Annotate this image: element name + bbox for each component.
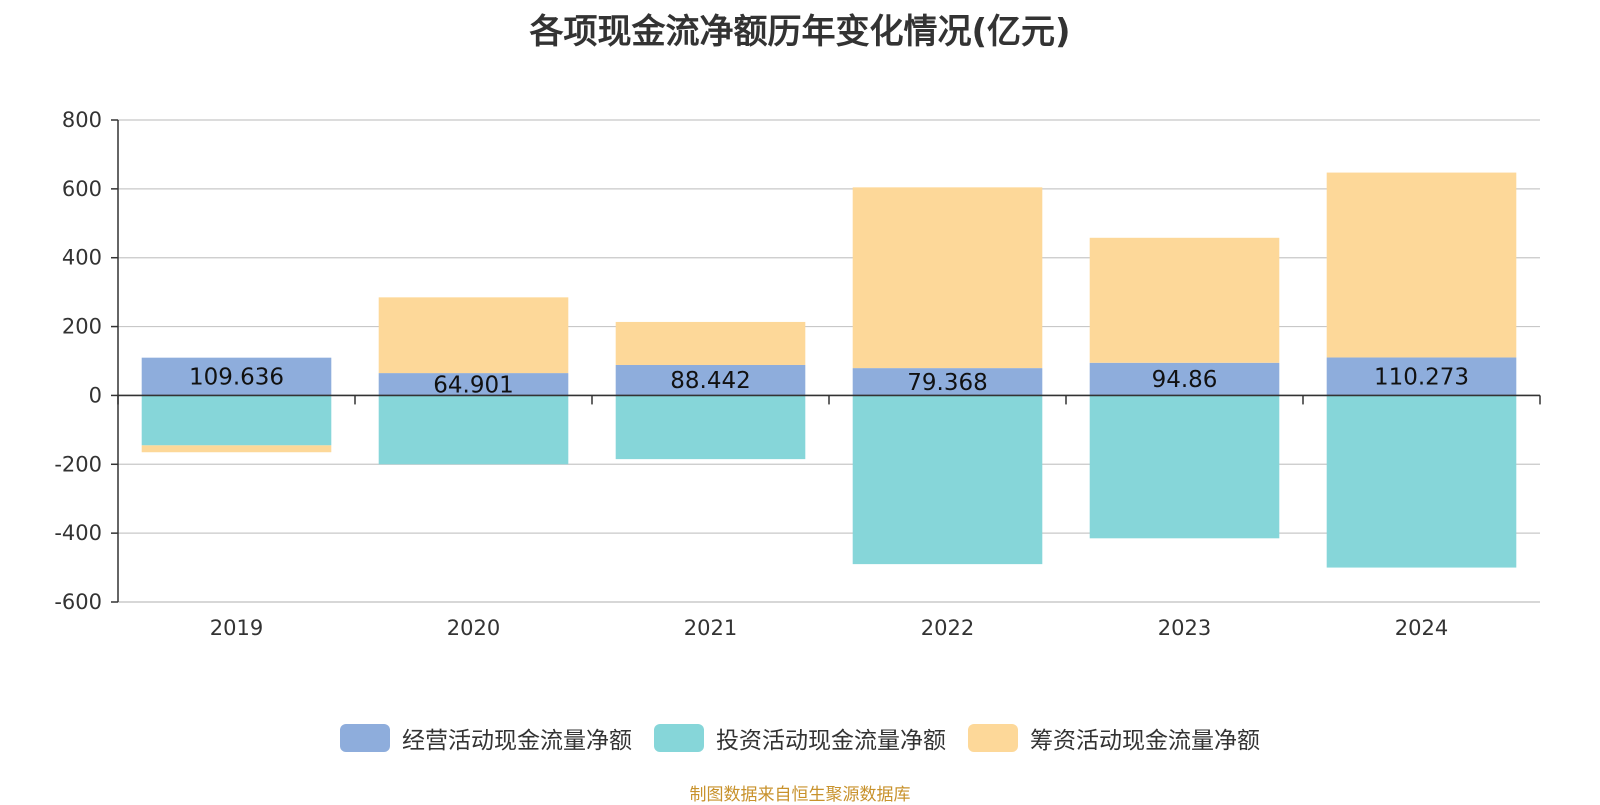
bar-经营活动现金流量净额-2021 bbox=[615, 364, 806, 396]
data-label: 109.636 bbox=[189, 365, 284, 391]
x-tick-label: 2020 bbox=[447, 616, 500, 640]
data-label: 64.901 bbox=[433, 372, 513, 398]
data-label: 94.86 bbox=[1152, 367, 1218, 393]
bar-经营活动现金流量净额-2020 bbox=[378, 373, 569, 396]
legend-swatch-investing bbox=[654, 724, 704, 752]
bar-经营活动现金流量净额-2022 bbox=[852, 368, 1043, 396]
x-tick-label: 2023 bbox=[1158, 616, 1211, 640]
grid-lines bbox=[118, 119, 1540, 603]
legend-item-financing[interactable]: 筹资活动现金流量净额 bbox=[968, 721, 1260, 755]
bar-投资活动现金流量净额-2024 bbox=[1326, 395, 1517, 568]
y-tick-label: -400 bbox=[54, 521, 102, 545]
legend-swatch-operating bbox=[340, 724, 390, 752]
legend-item-investing[interactable]: 投资活动现金流量净额 bbox=[654, 721, 946, 755]
chart-title: 各项现金流净额历年变化情况(亿元) bbox=[529, 12, 1071, 52]
bar-投资活动现金流量净额-2021 bbox=[615, 395, 806, 460]
legend-label-financing: 筹资活动现金流量净额 bbox=[1030, 728, 1260, 754]
bar-投资活动现金流量净额-2022 bbox=[852, 395, 1043, 565]
bar-chart: 800 600 400 200 0 -200 -400 -600 2019 2020 2021 202… bbox=[54, 108, 1541, 640]
y-tick-label: 400 bbox=[62, 246, 102, 270]
data-labels: 109.636 64.901 88.442 79.368 94.86 110.273 bbox=[189, 364, 1469, 398]
data-label: 110.273 bbox=[1374, 364, 1469, 390]
bar-筹资活动现金流量净额-2023 bbox=[1089, 237, 1280, 363]
data-source-note: 制图数据来自恒生聚源数据库 bbox=[689, 785, 911, 805]
bar-筹资活动现金流量净额-2022 bbox=[852, 187, 1043, 369]
bar-投资活动现金流量净额-2023 bbox=[1089, 395, 1280, 539]
legend-swatch-financing bbox=[968, 724, 1018, 752]
y-tick-label: -600 bbox=[54, 590, 102, 614]
bar-筹资活动现金流量净额-2020 bbox=[378, 297, 569, 374]
x-tick-label: 2021 bbox=[684, 616, 737, 640]
bar-投资活动现金流量净额-2020 bbox=[378, 395, 569, 465]
y-tick-label: 0 bbox=[89, 383, 102, 407]
data-label: 79.368 bbox=[907, 370, 987, 396]
x-tick-label: 2024 bbox=[1395, 616, 1448, 640]
legend-label-investing: 投资活动现金流量净额 bbox=[716, 728, 946, 754]
bar-筹资活动现金流量净额-2021 bbox=[615, 321, 806, 365]
x-tick-label: 2019 bbox=[210, 616, 263, 640]
bar-经营活动现金流量净额-2019 bbox=[141, 357, 332, 396]
legend-label-operating: 经营活动现金流量净额 bbox=[402, 728, 632, 754]
bar-经营活动现金流量净额-2024 bbox=[1326, 357, 1517, 396]
bar-筹资活动现金流量净额-2019 bbox=[141, 445, 332, 453]
y-tick-label: 600 bbox=[62, 177, 102, 201]
x-tick-label: 2022 bbox=[921, 616, 974, 640]
bar-经营活动现金流量净额-2023 bbox=[1089, 362, 1280, 396]
bar-筹资活动现金流量净额-2024 bbox=[1326, 172, 1517, 358]
data-label: 88.442 bbox=[670, 368, 750, 394]
legend: 经营活动现金流量净额 投资活动现金流量净额 筹资活动现金流量净额 bbox=[0, 720, 1600, 756]
legend-item-operating[interactable]: 经营活动现金流量净额 bbox=[340, 721, 632, 755]
axes: 800 600 400 200 0 -200 -400 -600 2019 2020 2021 202… bbox=[54, 108, 1541, 640]
y-tick-label: -200 bbox=[54, 452, 102, 476]
bars bbox=[141, 172, 1517, 568]
y-tick-label: 200 bbox=[62, 315, 102, 339]
bar-投资活动现金流量净额-2019 bbox=[141, 395, 332, 446]
y-tick-label: 800 bbox=[62, 108, 102, 132]
